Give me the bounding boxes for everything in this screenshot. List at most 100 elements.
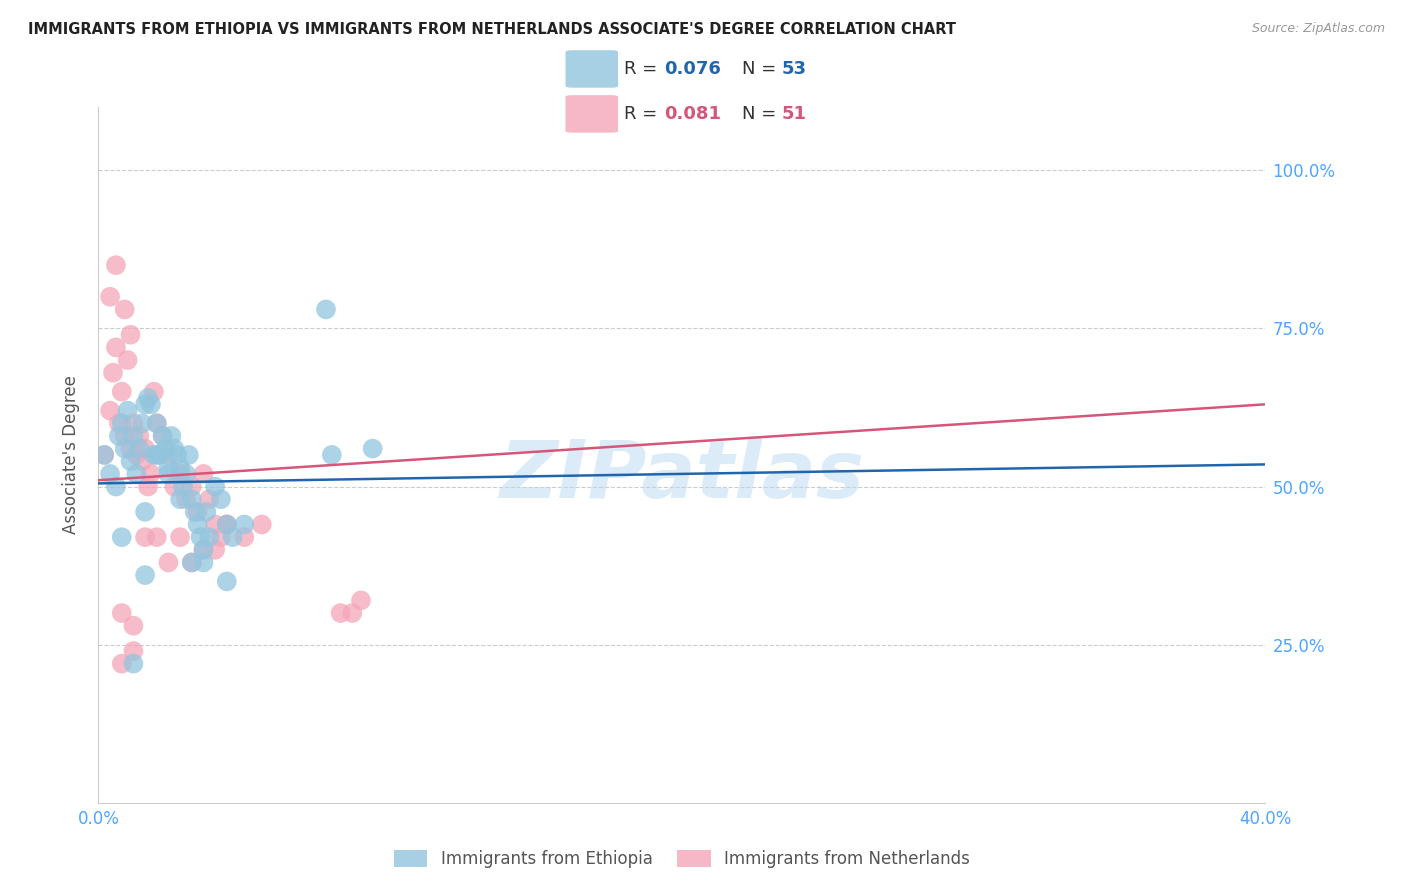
Point [193, 467, 215, 481]
Point [166, 448, 188, 462]
Point [198, 492, 221, 507]
Point [233, 530, 256, 544]
Point [108, 417, 131, 431]
Text: 53: 53 [782, 60, 807, 78]
Text: IMMIGRANTS FROM ETHIOPIA VS IMMIGRANTS FROM NETHERLANDS ASSOCIATE'S DEGREE CORRE: IMMIGRANTS FROM ETHIOPIA VS IMMIGRANTS F… [28, 22, 956, 37]
Point [163, 442, 186, 456]
Point [134, 568, 156, 582]
Point [215, 517, 238, 532]
Point [193, 556, 215, 570]
Point [122, 429, 145, 443]
FancyBboxPatch shape [565, 50, 619, 87]
Point [120, 327, 142, 342]
Point [111, 657, 134, 671]
Point [157, 556, 180, 570]
Point [160, 429, 183, 443]
Point [180, 556, 202, 570]
Point [177, 448, 200, 462]
Point [180, 492, 202, 507]
Point [209, 530, 232, 544]
Text: R =: R = [624, 105, 664, 123]
Point [204, 479, 226, 493]
Text: N =: N = [742, 60, 782, 78]
FancyBboxPatch shape [565, 95, 619, 133]
Point [187, 505, 209, 519]
Point [172, 479, 194, 493]
Point [136, 479, 159, 493]
Point [93, 448, 115, 462]
Point [128, 429, 150, 443]
Point [152, 429, 174, 443]
Point [193, 542, 215, 557]
Point [183, 505, 205, 519]
Text: 0.076: 0.076 [665, 60, 721, 78]
Point [125, 467, 148, 481]
Point [122, 644, 145, 658]
Text: Source: ZipAtlas.com: Source: ZipAtlas.com [1251, 22, 1385, 36]
Point [117, 353, 139, 368]
Point [155, 442, 177, 456]
Point [350, 593, 373, 607]
Point [329, 606, 352, 620]
Point [157, 467, 180, 481]
Point [142, 384, 165, 399]
Text: ZIPatlas: ZIPatlas [499, 437, 865, 515]
Point [104, 258, 127, 272]
Point [101, 366, 124, 380]
Point [114, 429, 136, 443]
Point [125, 448, 148, 462]
Point [128, 442, 150, 456]
Point [122, 618, 145, 632]
Point [98, 290, 121, 304]
Point [131, 417, 153, 431]
Point [146, 417, 169, 431]
Point [190, 530, 212, 544]
Point [134, 505, 156, 519]
Point [180, 556, 202, 570]
Point [193, 542, 215, 557]
Point [120, 442, 142, 456]
Point [250, 517, 273, 532]
Point [131, 454, 153, 468]
Point [204, 517, 226, 532]
Point [122, 657, 145, 671]
Point [174, 467, 197, 481]
Point [134, 442, 156, 456]
Point [114, 302, 136, 317]
Point [139, 467, 162, 481]
Point [221, 530, 243, 544]
Point [142, 448, 165, 462]
Point [209, 492, 232, 507]
Point [146, 448, 169, 462]
Point [215, 574, 238, 589]
Point [204, 542, 226, 557]
Text: N =: N = [742, 105, 782, 123]
Point [104, 340, 127, 354]
Point [215, 517, 238, 532]
Point [111, 606, 134, 620]
Point [169, 530, 191, 544]
Legend: Immigrants from Ethiopia, Immigrants from Netherlands: Immigrants from Ethiopia, Immigrants fro… [387, 843, 977, 874]
Point [93, 448, 115, 462]
Point [169, 467, 191, 481]
Point [146, 417, 169, 431]
Point [321, 448, 343, 462]
Point [104, 479, 127, 493]
Point [111, 417, 134, 431]
Point [215, 517, 238, 532]
Point [114, 442, 136, 456]
Point [149, 448, 172, 462]
Point [108, 429, 131, 443]
Point [98, 403, 121, 417]
Point [233, 517, 256, 532]
Point [157, 460, 180, 475]
Point [120, 454, 142, 468]
Point [146, 530, 169, 544]
Point [134, 397, 156, 411]
Point [169, 460, 191, 475]
Point [342, 606, 364, 620]
Point [187, 517, 209, 532]
Point [315, 302, 337, 317]
Point [198, 530, 221, 544]
Point [122, 417, 145, 431]
